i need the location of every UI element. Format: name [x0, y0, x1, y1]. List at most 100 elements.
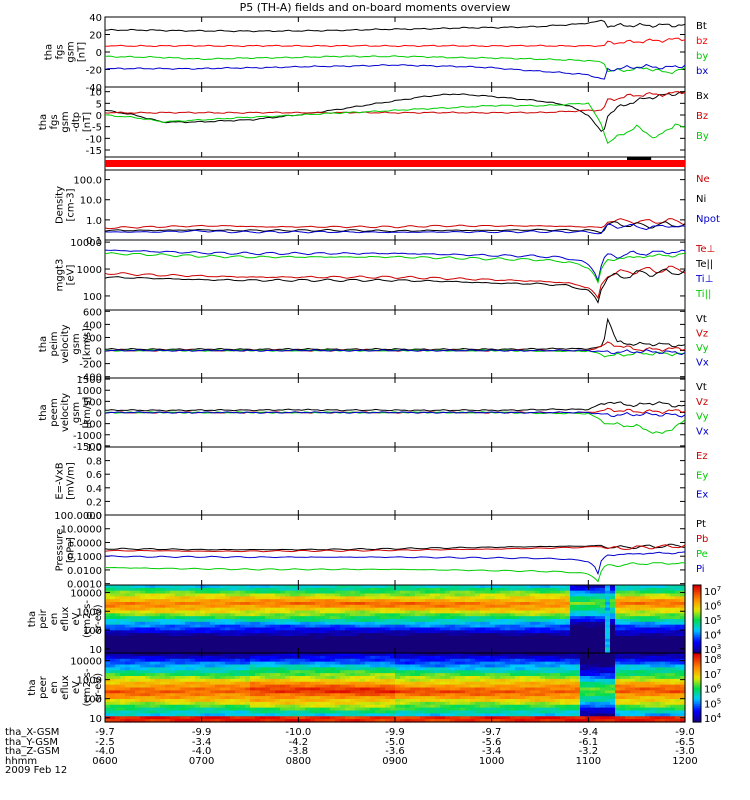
- spectrogram-cell: [415, 678, 421, 683]
- spectrogram-cell: [595, 616, 601, 620]
- spectrogram-cell: [175, 690, 181, 694]
- spectrogram-cell: [165, 707, 171, 712]
- spectrogram-cell: [240, 619, 246, 623]
- spectrogram-cell: [385, 607, 391, 612]
- spectrogram-cell: [355, 696, 361, 700]
- spectrogram-cell: [570, 610, 576, 614]
- spectrogram-cell: [265, 638, 271, 643]
- spectrogram-cell: [140, 658, 146, 663]
- spectrogram-cell: [245, 604, 251, 609]
- legend-peem_velocity-Vx: Vx: [696, 426, 709, 437]
- spectrogram-cell: [350, 616, 356, 620]
- spectrogram-cell: [495, 650, 501, 654]
- spectrogram-cell: [205, 693, 211, 697]
- spectrogram-cell: [360, 590, 366, 595]
- spectrogram-cell: [165, 638, 171, 643]
- spectrogram-cell: [270, 621, 276, 626]
- ytick-label-density: 10.0: [80, 196, 102, 207]
- spectrogram-cell: [395, 690, 401, 694]
- spectrogram-cell: [630, 630, 636, 634]
- spectrogram-cell: [135, 602, 141, 606]
- spectrogram-cell: [470, 610, 476, 614]
- spectrogram-cell: [325, 684, 331, 689]
- spectrogram-cell: [650, 613, 656, 617]
- spectrogram-cell: [415, 701, 421, 706]
- spectrogram-cell: [250, 587, 256, 592]
- spectrogram-cell: [440, 613, 446, 617]
- spectrogram-cell: [640, 599, 646, 603]
- spectrogram-cell: [560, 593, 566, 597]
- spectrogram-cell: [520, 621, 526, 626]
- spectrogram-cell: [405, 676, 411, 680]
- spectrogram-cell: [570, 593, 576, 597]
- spectrogram-cell: [180, 616, 186, 620]
- spectrogram-cell: [180, 687, 186, 691]
- spectrogram-cell: [235, 696, 241, 700]
- spectrogram-cell: [420, 616, 426, 620]
- spectrogram-cell: [435, 647, 441, 651]
- spectrogram-cell: [275, 627, 281, 631]
- spectrogram-cell: [440, 638, 446, 643]
- spectrogram-cell: [395, 604, 401, 609]
- spectrogram-cell: [660, 599, 666, 603]
- spectrogram-cell: [160, 696, 166, 700]
- spectrogram-cell: [530, 602, 536, 606]
- spectrogram-cell: [435, 619, 441, 623]
- spectrogram-cell: [365, 719, 371, 723]
- spectrogram-cell: [555, 587, 561, 592]
- spectrogram-cell: [120, 716, 126, 720]
- legend-fgs_gsm-Bt: Bt: [696, 21, 707, 32]
- spectrogram-cell: [635, 624, 641, 629]
- spectrogram-cell: [270, 613, 276, 617]
- spectrogram-cell: [475, 627, 481, 631]
- spectrogram-cell: [245, 655, 251, 660]
- spectrogram-cell: [145, 593, 151, 597]
- spectrogram-cell: [560, 607, 566, 612]
- spectrogram-cell: [215, 636, 221, 640]
- spectrogram-cell: [480, 616, 486, 620]
- spectrogram-cell: [230, 684, 236, 689]
- spectrogram-cell: [405, 602, 411, 606]
- spectrogram-cell: [130, 619, 136, 623]
- spectrogram-cell: [185, 704, 191, 709]
- spectrogram-cell: [320, 653, 326, 657]
- spectrogram-cell: [205, 587, 211, 592]
- spectrogram-cell: [325, 673, 331, 677]
- spectrogram-cell: [240, 602, 246, 606]
- spectrogram-cell: [615, 607, 621, 612]
- spectrogram-cell: [610, 585, 616, 589]
- spectrogram-cell: [590, 593, 596, 597]
- spectrogram-cell: [165, 716, 171, 720]
- spectrogram-cell: [375, 676, 381, 680]
- spectrogram-cell: [610, 647, 616, 651]
- spectrogram-cell: [230, 599, 236, 603]
- spectrogram-cell: [185, 713, 191, 717]
- spectrogram-cell: [280, 690, 286, 694]
- spectrogram-cell: [310, 644, 316, 648]
- spectrogram-cell: [315, 664, 321, 668]
- spectrogram-cell: [165, 602, 171, 606]
- spectrogram-cell: [105, 693, 111, 697]
- spectrogram-cell: [180, 624, 186, 629]
- spectrogram-cell: [140, 661, 146, 666]
- legend-density-Ne: Ne: [696, 174, 710, 185]
- spectrogram-cell: [305, 610, 311, 614]
- spectrogram-cell: [655, 585, 661, 589]
- spectrogram-cell: [310, 627, 316, 631]
- spectrogram-cell: [105, 630, 111, 634]
- spectrogram-cell: [185, 610, 191, 614]
- spectrogram-cell: [245, 602, 251, 606]
- spectrogram-cell: [215, 638, 221, 643]
- spectrogram-cell: [680, 610, 686, 614]
- spectrogram-cell: [425, 696, 431, 700]
- spectrogram-cell: [530, 633, 536, 637]
- spectrogram-cell: [260, 624, 266, 629]
- spectrogram-cell: [205, 681, 211, 686]
- spectrogram-cell: [120, 693, 126, 697]
- spectrogram-cell: [370, 633, 376, 637]
- spectrogram-cell: [300, 719, 306, 723]
- spectrogram-cell: [445, 655, 451, 660]
- spectrogram-cell: [280, 701, 286, 706]
- spectrogram-cell: [240, 681, 246, 686]
- spectrogram-cell: [460, 593, 466, 597]
